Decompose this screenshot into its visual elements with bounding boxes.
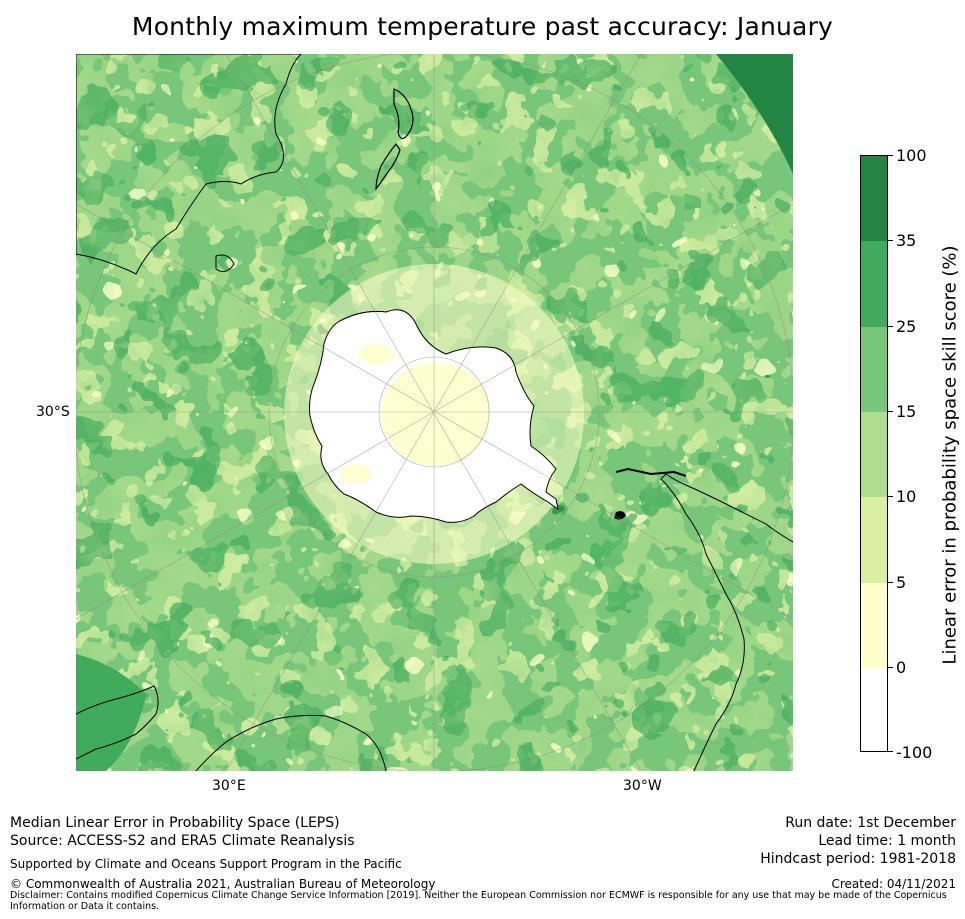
colorbar-title: Linear error in probability space skill … — [939, 245, 961, 665]
footer-created: Created: 04/11/2021 — [831, 877, 956, 891]
south-america-coast — [660, 473, 793, 771]
colorbar-tick-label: 10 — [896, 487, 917, 506]
footer-support: Supported by Climate and Oceans Support … — [10, 857, 402, 871]
colorbar-bin-25-35 — [861, 241, 887, 327]
longitude-label-west: 30°W — [623, 778, 662, 794]
australia-coast — [76, 54, 302, 275]
footer-disclaimer: Disclaimer: Contains modified Copernicus… — [10, 890, 947, 912]
map-area[interactable] — [76, 54, 793, 771]
tierra-del-fuego — [615, 467, 687, 477]
footer-left: Median Linear Error in Probability Space… — [10, 814, 355, 850]
graticule — [76, 54, 793, 771]
latitude-label: 30°S — [36, 404, 70, 420]
colorbar-tick — [888, 240, 893, 241]
colorbar-tick — [888, 582, 893, 583]
colorbar-tick-label: 35 — [896, 231, 917, 250]
colorbar-bin-5-10 — [861, 497, 887, 583]
colorbar-tick-label: -100 — [896, 743, 933, 762]
colorbar-tick-label: 25 — [896, 317, 917, 336]
footer-hindcast: Hindcast period: 1981-2018 — [760, 851, 956, 867]
colorbar-tick-label: 5 — [896, 573, 907, 592]
interior-low-skill — [381, 362, 491, 466]
footer-source: Source: ACCESS-S2 and ERA5 Climate Reana… — [10, 833, 355, 849]
colorbar-bin-neg100-0 — [861, 668, 887, 751]
footer-right: Run date: 1st December Lead time: 1 mont… — [760, 814, 956, 868]
dark-corner-region — [716, 54, 793, 174]
new-zealand-coast — [375, 88, 414, 191]
colorbar-bin-35-100 — [861, 156, 887, 241]
map-title: Monthly maximum temperature past accurac… — [131, 12, 834, 41]
colorbar-bin-15-25 — [861, 327, 887, 412]
colorbar-tick — [888, 751, 893, 752]
colorbar-bin-0-5 — [861, 583, 887, 668]
africa-coast — [76, 685, 387, 771]
longitude-label-east: 30°E — [212, 778, 246, 794]
colorbar-bin-10-15 — [861, 412, 887, 497]
map-svg — [76, 54, 793, 771]
footer-lead-time: Lead time: 1 month — [818, 833, 956, 849]
colorbar-tick-label: 0 — [896, 658, 907, 677]
dark-bottom-left-region — [76, 654, 146, 771]
colorbar-tick — [888, 496, 893, 497]
colorbar-tick-label: 15 — [896, 402, 917, 421]
footer-method: Median Linear Error in Probability Space… — [10, 815, 340, 831]
colorbar-tick — [888, 326, 893, 327]
colorbar-tick-label: 100 — [896, 146, 927, 165]
interior-patch — [340, 464, 372, 484]
colorbar-tick — [888, 667, 893, 668]
colorbar — [860, 155, 888, 752]
tasmania-coast — [215, 254, 235, 273]
footer-run-date: Run date: 1st December — [785, 815, 956, 831]
colorbar-tick — [888, 411, 893, 412]
interior-patch — [358, 344, 394, 364]
footer-copyright: © Commonwealth of Australia 2021, Austra… — [10, 877, 436, 891]
colorbar-tick — [888, 155, 893, 156]
